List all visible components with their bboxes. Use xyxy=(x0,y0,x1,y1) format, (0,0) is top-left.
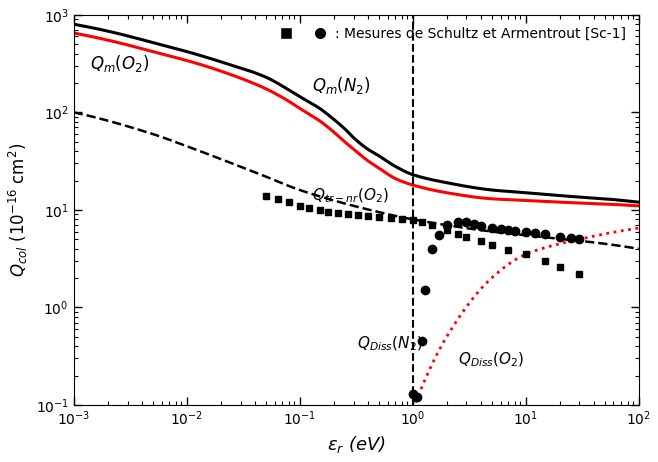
Text: $Q_{Diss}(N_2)$: $Q_{Diss}(N_2)$ xyxy=(357,335,422,353)
X-axis label: $\varepsilon_r$ (eV): $\varepsilon_r$ (eV) xyxy=(327,434,386,455)
Text: $Q_m(O_2)$: $Q_m(O_2)$ xyxy=(90,53,149,73)
Y-axis label: $Q_{col}$ ($10^{-16}$ cm$^2$): $Q_{col}$ ($10^{-16}$ cm$^2$) xyxy=(7,143,30,277)
Text: $Q_{Diss}(O_2)$: $Q_{Diss}(O_2)$ xyxy=(457,351,524,369)
Legend: , : Mesures de Schultz et Armentrout [Sc-1]: , : Mesures de Schultz et Armentrout [Sc… xyxy=(267,22,632,47)
Text: $Q_{tr-nr}(O_2)$: $Q_{tr-nr}(O_2)$ xyxy=(313,187,390,205)
Text: $Q_m(N_2)$: $Q_m(N_2)$ xyxy=(313,75,371,96)
